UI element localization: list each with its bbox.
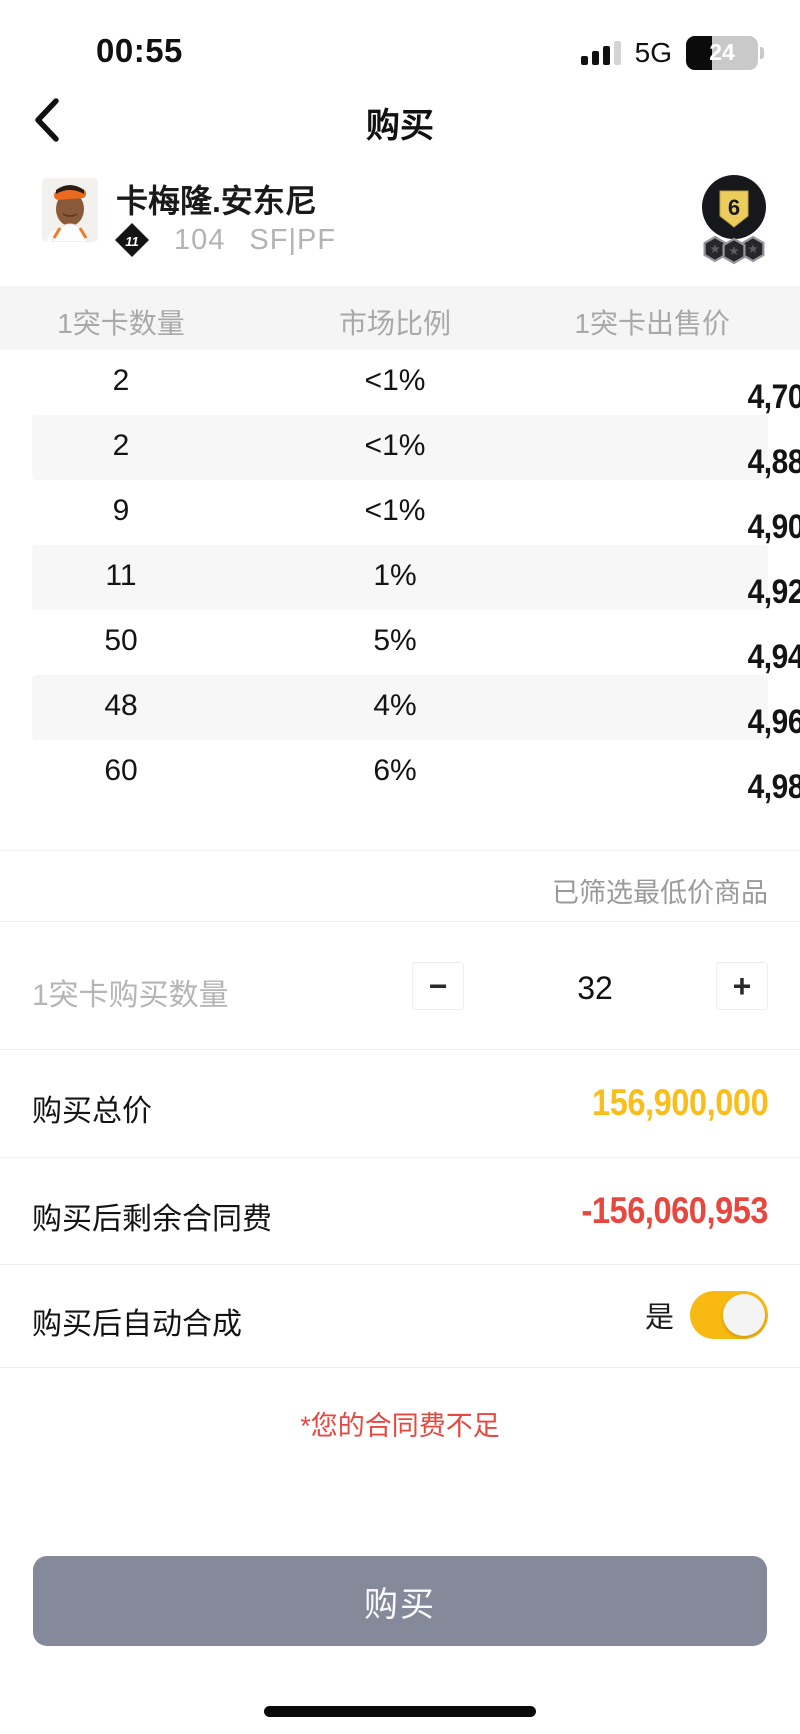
player-meta: 11 104 SF|PF bbox=[114, 220, 336, 260]
ratio-cell: 4% bbox=[373, 689, 417, 722]
jersey-number-badge: 11 bbox=[115, 223, 149, 257]
price-cell: 4,700,000 bbox=[747, 378, 800, 416]
network-type-label: 5G bbox=[634, 37, 672, 68]
quantity-increase-button[interactable]: + bbox=[716, 962, 768, 1010]
jersey-number: 11 bbox=[125, 234, 139, 249]
player-rating: 104 bbox=[174, 223, 226, 256]
filter-note-row: 已筛选最低价商品 bbox=[0, 850, 800, 922]
total-price-row: 购买总价 156,900,000 bbox=[0, 1050, 800, 1158]
status-bar: 00:55 5G 24 bbox=[0, 0, 800, 80]
table-row: 60 6% 4,980,000 bbox=[32, 740, 800, 806]
ratio-cell: <1% bbox=[364, 364, 426, 397]
filter-note: 已筛选最低价商品 bbox=[552, 878, 768, 908]
player-positions: SF|PF bbox=[249, 223, 337, 256]
level-badge-number: 6 bbox=[728, 195, 740, 220]
ratio-cell: <1% bbox=[364, 429, 426, 462]
table-row: 2 <1% 4,880,000 bbox=[32, 415, 800, 481]
column-header-price: 1突卡出售价 bbox=[574, 308, 730, 339]
column-header-ratio: 市场比例 bbox=[338, 308, 451, 339]
auto-merge-toggle[interactable] bbox=[690, 1291, 768, 1339]
status-time: 00:55 bbox=[96, 32, 183, 69]
table-row: 50 5% 4,940,000 bbox=[32, 610, 800, 676]
quantity-decrease-button[interactable]: − bbox=[412, 962, 464, 1010]
column-header-qty: 1突卡数量 bbox=[57, 308, 185, 339]
ratio-cell: 5% bbox=[373, 624, 417, 657]
remaining-fee-label: 购买后剩余合同费 bbox=[32, 1203, 272, 1236]
player-avatar bbox=[42, 178, 98, 242]
remaining-fee-value: -156,060,953 bbox=[581, 1190, 768, 1231]
auto-merge-label: 购买后自动合成 bbox=[32, 1308, 242, 1341]
battery-percent: 24 bbox=[709, 39, 735, 65]
table-row: 2 <1% 4,700,000 bbox=[32, 350, 800, 416]
price-cell: 4,900,000 bbox=[747, 508, 800, 546]
signal-strength-icon bbox=[580, 41, 621, 65]
back-button[interactable] bbox=[24, 96, 68, 144]
buy-button[interactable]: 购买 bbox=[33, 1556, 767, 1646]
quantity-label: 1突卡购买数量 bbox=[32, 979, 229, 1012]
battery-fill bbox=[686, 36, 712, 70]
price-cell: 4,880,000 bbox=[747, 443, 800, 481]
toggle-knob bbox=[723, 1294, 765, 1336]
home-indicator[interactable] bbox=[264, 1706, 536, 1717]
ratio-cell: <1% bbox=[364, 494, 426, 527]
qty-cell: 9 bbox=[112, 494, 130, 527]
price-cell: 4,960,000 bbox=[747, 703, 800, 741]
page-title: 购买 bbox=[366, 107, 434, 145]
table-row: 9 <1% 4,900,000 bbox=[32, 480, 800, 546]
insufficient-fee-warning: *您的合同费不足 bbox=[300, 1411, 500, 1441]
quantity-stepper-row: 1突卡购买数量 − 32 + bbox=[0, 922, 800, 1050]
qty-cell: 11 bbox=[105, 559, 137, 592]
table-header: 1突卡数量 市场比例 1突卡出售价 bbox=[0, 286, 800, 350]
battery-nub bbox=[760, 47, 764, 59]
qty-cell: 2 bbox=[112, 364, 130, 397]
auto-merge-row: 购买后自动合成 是 bbox=[0, 1265, 800, 1368]
total-price-label: 购买总价 bbox=[32, 1095, 152, 1128]
price-cell: 4,940,000 bbox=[747, 638, 800, 676]
qty-cell: 48 bbox=[104, 689, 138, 722]
price-cell: 4,980,000 bbox=[747, 768, 800, 806]
price-cell: 4,920,000 bbox=[747, 573, 800, 611]
quantity-value: 32 bbox=[577, 970, 613, 1006]
qty-cell: 2 bbox=[112, 429, 130, 462]
ratio-cell: 6% bbox=[373, 754, 417, 787]
total-price-value: 156,900,000 bbox=[591, 1082, 769, 1123]
player-info: 卡梅隆.安东尼 11 104 SF|PF 6 bbox=[0, 168, 800, 286]
status-right-cluster: 5G 24 bbox=[580, 36, 764, 70]
back-chevron-icon bbox=[35, 98, 59, 142]
battery-icon: 24 bbox=[686, 36, 764, 70]
table-row: 11 1% 4,920,000 bbox=[32, 545, 800, 611]
remaining-fee-row: 购买后剩余合同费 -156,060,953 bbox=[0, 1158, 800, 1265]
qty-cell: 60 bbox=[104, 754, 138, 787]
market-listing-table: 2 <1% 4,700,000 2 <1% 4,880,000 9 <1% 4,… bbox=[0, 350, 800, 806]
nav-bar: 购买 bbox=[0, 90, 800, 150]
ratio-cell: 1% bbox=[373, 559, 417, 592]
auto-merge-state-label: 是 bbox=[644, 1302, 674, 1334]
qty-cell: 50 bbox=[104, 624, 138, 657]
table-row: 48 4% 4,960,000 bbox=[32, 675, 800, 741]
player-name: 卡梅隆.安东尼 bbox=[116, 183, 317, 219]
level-badge: 6 bbox=[702, 175, 766, 265]
